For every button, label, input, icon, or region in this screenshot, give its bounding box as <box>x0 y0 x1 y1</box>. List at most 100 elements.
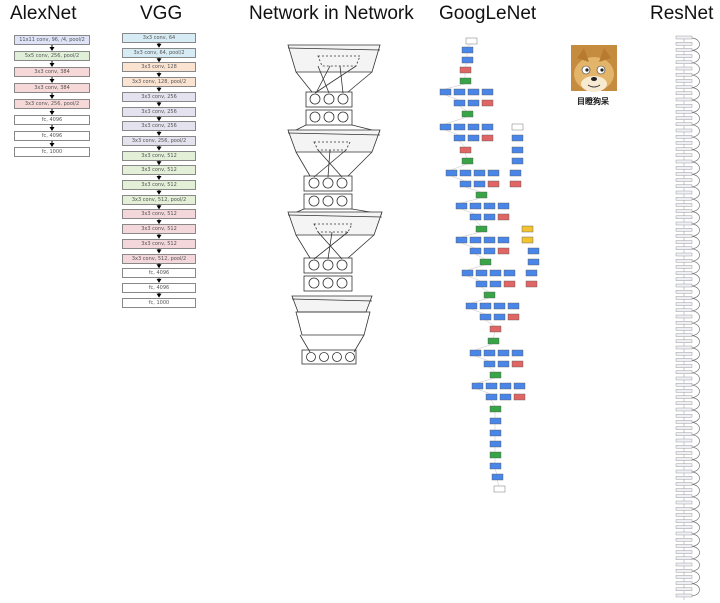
googlenet-block <box>481 134 494 142</box>
googlenet-block <box>453 88 466 96</box>
alexnet-layer: fc, 4096 <box>14 115 90 125</box>
vgg-layer: 3x3 conv, 256 <box>122 121 196 132</box>
resnet-layer <box>675 246 693 251</box>
resnet-layer <box>675 469 693 474</box>
resnet-layer <box>675 190 693 195</box>
vgg-layer: 3x3 conv, 256, pool/2 <box>122 135 196 146</box>
googlenet-aux-block <box>527 258 540 266</box>
googlenet-block <box>453 99 466 107</box>
resnet-layer <box>675 234 693 238</box>
nin-title: Network in Network <box>249 3 414 24</box>
layer-arrow-head <box>156 43 162 48</box>
googlenet-block <box>461 157 474 165</box>
googlenet-connector <box>458 105 468 112</box>
googlenet-block <box>487 180 500 188</box>
googlenet-block <box>497 213 510 221</box>
resnet-layer <box>675 438 693 443</box>
googlenet-block <box>503 269 516 277</box>
googlenet-connector <box>492 331 496 339</box>
googlenet-block <box>461 56 474 64</box>
layer-arrow-head <box>49 127 55 131</box>
resnet-layer <box>675 451 693 455</box>
resnet-layer <box>675 85 693 89</box>
resnet-skip-connection <box>691 496 700 510</box>
resnet-title: ResNet <box>650 3 714 24</box>
googlenet-aux-block <box>521 225 534 233</box>
googlenet-aux-block <box>521 236 534 244</box>
googlenet-block <box>445 169 458 177</box>
resnet-layer <box>675 54 693 58</box>
googlenet-connector <box>476 377 496 384</box>
layer-arrow-head <box>156 87 162 92</box>
googlenet-connector <box>460 242 476 249</box>
layer-arrow-head <box>156 146 162 151</box>
resnet-layer <box>675 494 693 498</box>
resnet-skip-connection <box>691 409 700 423</box>
resnet-skip-connection <box>691 434 700 448</box>
googlenet-block <box>469 349 482 357</box>
resnet-layer <box>675 209 693 213</box>
meme-caption: 目瞪狗呆 <box>577 97 609 106</box>
resnet-layer <box>675 296 693 300</box>
resnet-skip-connection <box>691 521 700 535</box>
googlenet-block <box>483 291 496 299</box>
resnet-skip-connection <box>691 223 700 237</box>
googlenet-aux-block <box>509 180 522 188</box>
googlenet-block <box>459 146 472 154</box>
resnet-layer <box>675 525 693 529</box>
googlenet-title: GoogLeNet <box>439 3 537 24</box>
resnet-layer <box>675 110 693 114</box>
googlenet-connector <box>466 43 472 48</box>
googlenet-connector <box>494 468 498 475</box>
vgg-layer: 3x3 conv, 512, pool/2 <box>122 253 196 264</box>
resnet-layer <box>675 221 693 226</box>
resnet-layer <box>675 79 693 83</box>
googlenet-connector <box>450 175 466 182</box>
googlenet-connector <box>466 275 482 282</box>
resnet-layer <box>675 370 693 374</box>
googlenet-block <box>475 269 488 277</box>
googlenet-block <box>439 123 452 131</box>
googlenet-connector <box>474 219 482 227</box>
googlenet-block <box>465 37 478 45</box>
googlenet-aux-block <box>511 123 524 131</box>
resnet-layer <box>675 116 693 120</box>
googlenet-block <box>461 46 474 54</box>
layer-arrow-head <box>156 58 162 63</box>
nin-block-1 <box>287 44 381 133</box>
googlenet-block <box>467 134 480 142</box>
googlenet-block <box>483 247 496 255</box>
resnet-layer <box>675 593 693 598</box>
googlenet-block <box>475 225 488 233</box>
googlenet-block <box>483 349 496 357</box>
resnet-skip-connection <box>691 124 700 138</box>
resnet-layer <box>675 488 693 492</box>
layer-arrow-head <box>156 161 162 166</box>
layer-arrow-head <box>156 190 162 195</box>
resnet-skip-connection <box>691 508 700 522</box>
resnet-skip-connection <box>691 161 700 175</box>
resnet-skip-connection <box>691 533 700 547</box>
resnet-layer <box>675 457 693 461</box>
resnet-layer <box>675 544 693 548</box>
layer-arrow-head <box>156 220 162 225</box>
googlenet-aux-block <box>511 146 524 154</box>
resnet-layer <box>675 327 693 331</box>
resnet-layer <box>675 562 693 567</box>
resnet-skip-connection <box>691 285 700 299</box>
resnet-layer <box>675 463 693 467</box>
resnet-layer <box>675 538 693 542</box>
resnet-layer <box>675 575 693 579</box>
googlenet-block <box>469 213 482 221</box>
googlenet-connector <box>464 152 468 159</box>
googlenet-connector <box>460 231 482 238</box>
googlenet-connector <box>496 479 500 487</box>
googlenet-connector <box>464 62 468 68</box>
googlenet-aux-block <box>509 169 522 177</box>
resnet-skip-connection <box>691 248 700 262</box>
vgg-layer: 3x3 conv, 128 <box>122 62 196 73</box>
resnet-skip-connection <box>691 583 700 597</box>
googlenet-block <box>497 202 510 210</box>
